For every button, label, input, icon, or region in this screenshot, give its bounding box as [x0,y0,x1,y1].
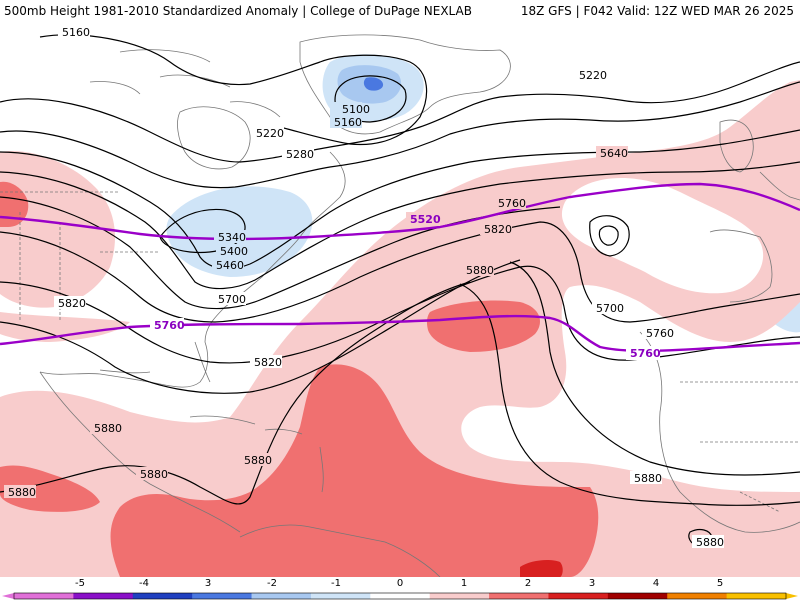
south-america-coast [239,524,441,577]
africa-coast [639,331,800,533]
legend-color-segment [310,593,371,599]
legend-tick-label: 1 [461,578,467,589]
legend-outline [13,592,787,600]
ref-label-5760-a: 5760 [154,319,185,332]
label-5880-c: 5880 [140,468,168,481]
legend-color-segment [14,593,74,599]
contour-5820-b [509,261,800,476]
pos-anomaly-us-southwest-core [0,181,29,227]
label-5880-d: 5880 [244,454,272,467]
label-5880-f: 5880 [634,472,662,485]
pos-anomaly-gulf-strip [0,312,130,342]
legend-color-segment [667,593,728,599]
legend-color-segment [132,593,193,599]
label-5820-a: 5820 [484,223,512,236]
contour-5760 [0,265,800,364]
label-5460: 5460 [216,259,244,272]
north-america-coast [39,151,346,388]
neg-anomaly-greenland-max [363,77,384,91]
country-borders [0,191,800,513]
label-5700-b: 5700 [596,302,624,315]
contour-5100 [334,75,407,123]
legend-color-segment [73,593,134,599]
legend-color-segment [251,593,312,599]
legend-tick-label: -1 [331,578,341,589]
reference-labels: 5520 5760 5760 [150,212,661,360]
map-title: 500mb Height 1981-2010 Standardized Anom… [4,4,472,18]
anomaly-shading [0,54,800,577]
hispaniola [264,428,303,435]
legend-tick-label: 3 [589,578,595,589]
color-scale-legend: -5 -4 3 -2 -1 0 1 2 3 4 5 [2,578,798,600]
contour-5460 [0,161,800,290]
legend-color-segment [489,593,549,599]
label-5220-b: 5220 [256,127,284,140]
hudson-bay [177,106,251,170]
legend-color-segment [429,593,490,599]
reference-line-5520 [0,182,800,241]
central-america-coast [39,371,241,533]
legend-tick-label: 5 [717,578,723,589]
label-5160-a: 5160 [62,26,90,39]
contour-5820 [0,259,521,394]
contour-5220 [0,61,800,163]
contour-5880 [0,281,471,505]
reference-line-5760 [0,314,800,353]
label-5160-b: 5160 [334,116,362,129]
label-5880-g: 5880 [696,536,724,549]
label-5880-e: 5880 [8,486,36,499]
uk-coast [719,119,754,173]
legend-color-segment [726,593,787,599]
label-5820-c: 5820 [254,356,282,369]
label-5220-a: 5220 [579,69,607,82]
label-5100: 5100 [342,103,370,116]
legend-tick-label: -2 [267,578,277,589]
legend-bar [2,592,798,600]
lesser-antilles [319,446,324,493]
legend-color-segment [192,593,253,599]
contour-5400 [0,129,800,270]
legend-tick-label: 0 [397,578,403,589]
legend-color-segment [370,593,431,599]
pos-anomaly-mid-atlantic [426,300,540,352]
label-5400: 5400 [220,245,248,258]
legend-tick-label: -4 [139,578,149,589]
legend-right-arrow [786,593,798,599]
contour-5280 [0,81,800,189]
label-5880-a: 5880 [466,264,494,277]
ref-label-5760-b: 5760 [630,347,661,360]
label-5280: 5280 [286,148,314,161]
legend-color-segment [548,593,609,599]
pos-anomaly-caribbean [110,364,599,577]
label-5820-b: 5820 [58,297,86,310]
ref-label-5520: 5520 [410,213,441,226]
pos-anomaly-europe-west [561,178,764,294]
legend-tick-label: -5 [75,578,85,589]
label-5760-b: 5760 [646,327,674,340]
legend-tick-label: 2 [525,578,531,589]
contour-5640-europe [589,215,630,257]
pos-anomaly-south-max [520,559,563,577]
europe-coast [709,171,800,303]
reference-lines [0,182,800,353]
contour-5160 [39,34,428,146]
pos-anomaly-atlantic-band [0,465,100,512]
label-5640: 5640 [600,147,628,160]
header-bar: 500mb Height 1981-2010 Standardized Anom… [0,0,800,22]
label-5760-a: 5760 [498,197,526,210]
label-5880-b: 5880 [94,422,122,435]
legend-ticks: -5 -4 3 -2 -1 0 1 2 3 4 5 [75,578,723,589]
model-valid-time: 18Z GFS | F042 Valid: 12Z WED MAR 26 202… [520,4,794,18]
label-5340: 5340 [218,231,246,244]
contour-5880-b [459,283,800,506]
legend-left-arrow [2,593,14,599]
legend-tick-label: 3 [205,578,211,589]
contour-labels: 5160 5100 5160 5220 5220 5280 5340 5400 … [4,25,724,549]
anomaly-map: 5160 5100 5160 5220 5220 5280 5340 5400 … [0,22,800,577]
label-5700-a: 5700 [218,293,246,306]
contour-5640-inner [598,225,619,246]
cuba [189,415,256,425]
legend-color-segment [607,593,668,599]
legend-tick-label: 4 [653,578,659,589]
